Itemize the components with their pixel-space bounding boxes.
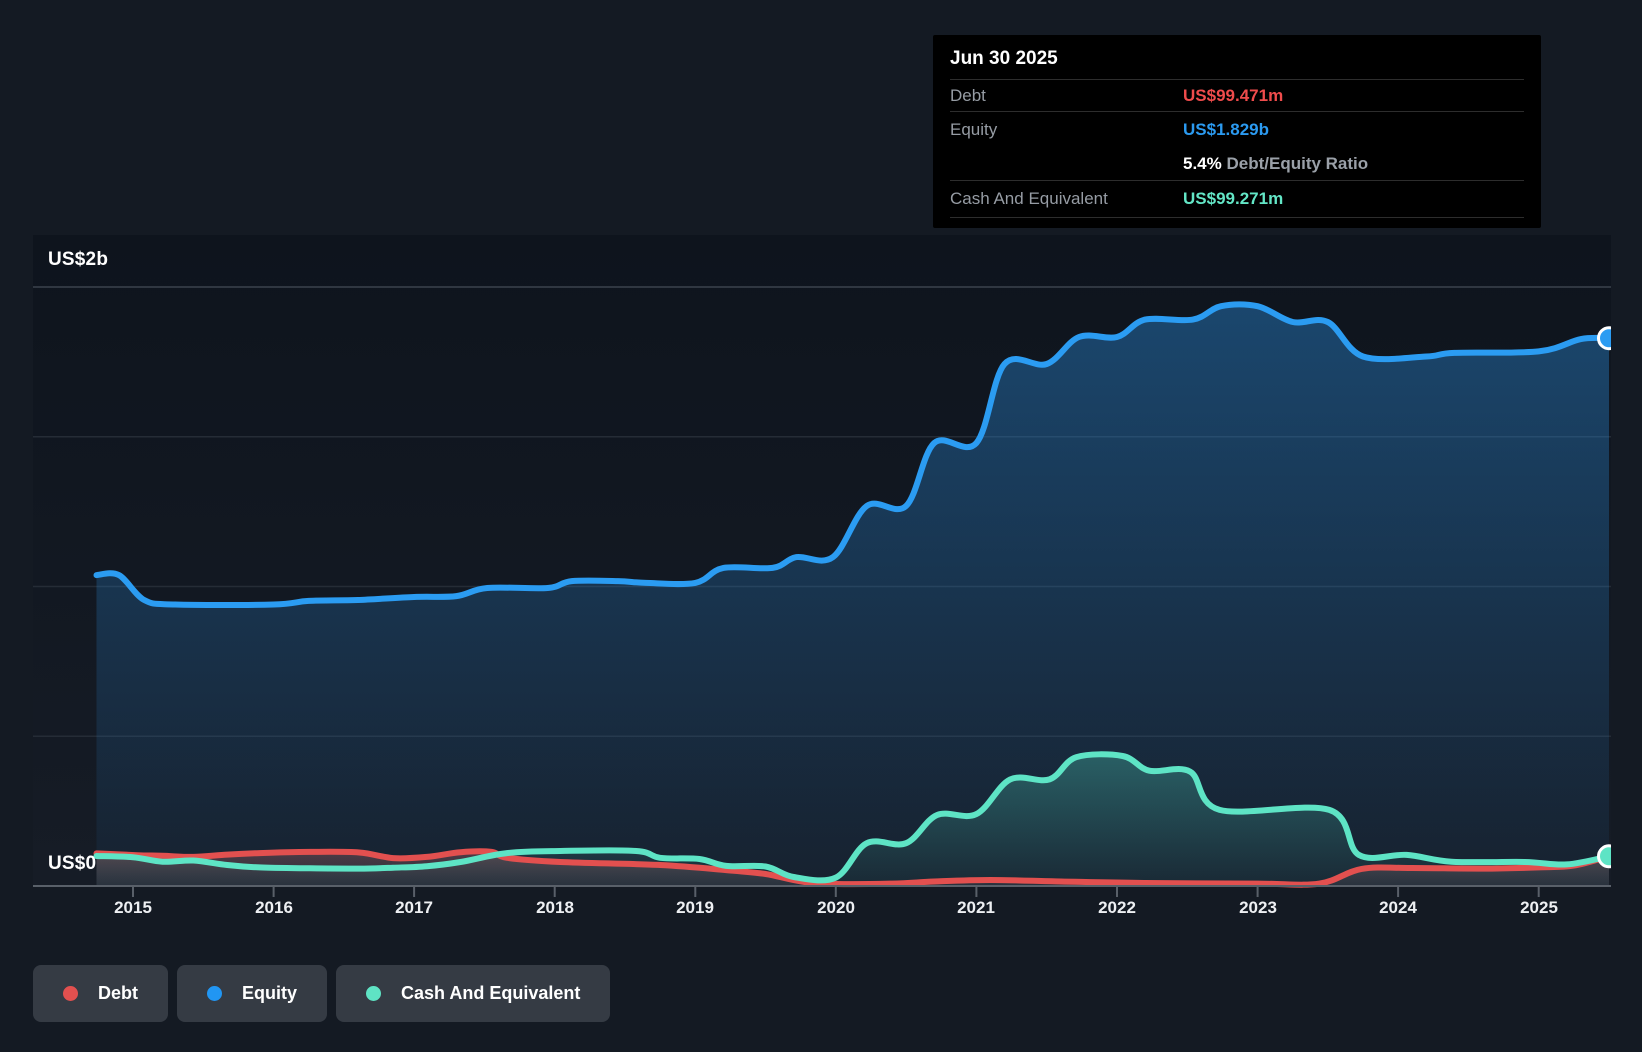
cash-series-dot-icon — [366, 986, 382, 1001]
x-axis-year-label: 2020 — [817, 898, 855, 917]
tooltip-row-debt: Debt US$99.471m — [950, 80, 1524, 111]
tooltip-row-ratio: 5.4% Debt/Equity Ratio — [950, 148, 1524, 180]
x-axis-year-label: 2021 — [957, 898, 995, 917]
y-axis-label-top: US$2b — [48, 249, 109, 270]
tooltip-divider — [950, 79, 1524, 80]
cash-and-equivalent-line — [93, 751, 1611, 884]
x-axis-year-label: 2023 — [1239, 898, 1277, 917]
legend: Debt Equity Cash And Equivalent — [33, 965, 611, 1022]
x-axis-year-label: 2019 — [676, 898, 714, 917]
x-axis-year-label: 2017 — [395, 898, 433, 917]
legend-label: Equity — [242, 983, 298, 1003]
tooltip-row-cash: Cash And Equivalent US$99.271m — [950, 181, 1524, 217]
debt-line — [93, 848, 1611, 888]
debt-series-dot-icon — [63, 986, 78, 1001]
legend-chip-cash[interactable]: Cash And Equivalent — [336, 965, 611, 1022]
legend-label: Cash And Equivalent — [401, 983, 581, 1003]
equity-line — [93, 301, 1611, 608]
equity-end-marker[interactable] — [1597, 326, 1620, 351]
tooltip-equity-value: US$1.829b — [1183, 120, 1269, 139]
x-axis — [33, 885, 1611, 897]
cash-and-equivalent-area-fill — [96, 754, 1609, 886]
tooltip-ratio-value: 5.4% — [1183, 154, 1222, 173]
x-axis-year-label: 2024 — [1379, 898, 1417, 917]
tooltip-divider — [950, 217, 1524, 218]
tooltip-cash-label: Cash And Equivalent — [950, 189, 1108, 208]
tooltip: Jun 30 2025 Debt US$99.471m Equity US$1.… — [933, 35, 1541, 228]
tooltip-divider — [950, 111, 1524, 112]
tooltip-equity-label: Equity — [950, 120, 998, 139]
x-axis-year-label: 2022 — [1098, 898, 1136, 917]
y-axis-label-zero: US$0 — [48, 853, 97, 874]
tooltip-debt-value: US$99.471m — [1183, 85, 1284, 105]
tooltip-cash-value: US$99.271m — [1183, 189, 1284, 208]
x-axis-year-label: 2025 — [1520, 898, 1558, 917]
x-axis-year-label: 2018 — [536, 898, 574, 917]
legend-chip-debt[interactable]: Debt — [33, 965, 168, 1022]
x-axis-year-label: 2016 — [255, 898, 293, 917]
equity-series-dot-icon — [207, 986, 222, 1001]
plot-region[interactable] — [33, 235, 1620, 888]
tooltip-ratio-label: Debt/Equity Ratio — [1226, 154, 1369, 173]
tooltip-divider — [950, 180, 1524, 181]
x-axis-year-label: 2015 — [114, 898, 152, 917]
tooltip-debt-label: Debt — [950, 85, 986, 105]
tooltip-date: Jun 30 2025 — [950, 48, 1058, 69]
legend-chip-equity[interactable]: Equity — [177, 965, 328, 1022]
cash-and-equivalent-end-marker[interactable] — [1597, 844, 1620, 869]
equity-area-fill — [96, 304, 1609, 886]
legend-label: Debt — [98, 983, 138, 1003]
tooltip-row-equity: Equity US$1.829b — [950, 112, 1524, 148]
